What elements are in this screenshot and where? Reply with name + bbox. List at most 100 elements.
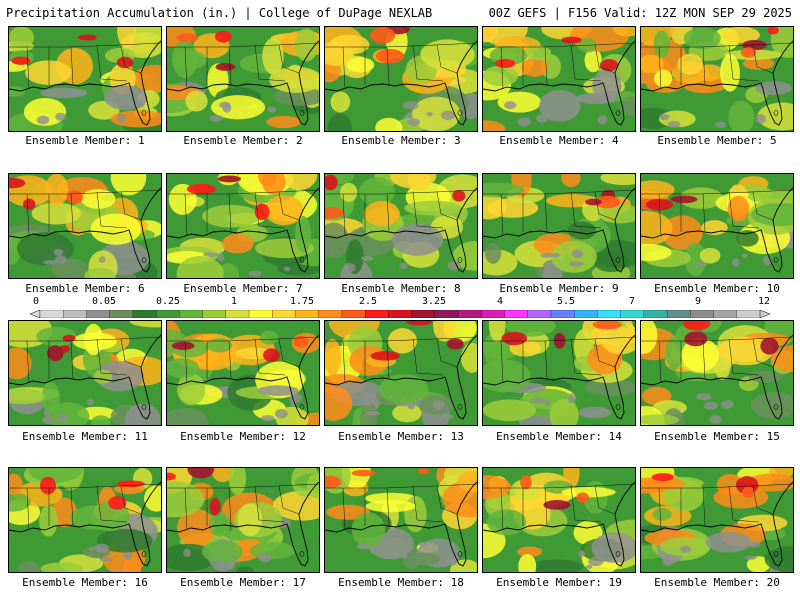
colorbar-tick-label: 0.25	[155, 296, 181, 307]
ensemble-member-map	[324, 26, 478, 132]
colorbar-swatch	[620, 310, 645, 318]
ensemble-member-map	[8, 26, 162, 132]
colorbar-swatch	[690, 310, 714, 318]
ensemble-member-map	[640, 320, 794, 426]
ensemble-member-caption: Ensemble Member: 17	[180, 576, 306, 589]
precipitation-map	[325, 174, 477, 278]
ensemble-member-map	[482, 173, 636, 279]
ensemble-member-map	[482, 320, 636, 426]
colorbar-swatch	[736, 310, 761, 318]
ensemble-member-map	[166, 26, 320, 132]
colorbar-tick-label: 3.25	[421, 296, 447, 307]
colorbar-swatch	[597, 310, 622, 318]
colorbar-tick-label: 12	[757, 296, 771, 307]
precipitation-map	[9, 468, 161, 572]
ensemble-member-caption: Ensemble Member: 6	[25, 282, 145, 295]
ensemble-member-map	[8, 320, 162, 426]
colorbar-swatch	[504, 310, 529, 318]
colorbar-tick-label: 0.05	[91, 296, 117, 307]
ensemble-member-map	[8, 467, 162, 573]
precipitation-map	[167, 27, 319, 131]
colorbar-tick-label: 1	[230, 296, 238, 307]
precipitation-map	[325, 27, 477, 131]
ensemble-member-map	[324, 467, 478, 573]
ensemble-member-map	[324, 320, 478, 426]
precipitation-map	[325, 468, 477, 572]
colorbar-swatch	[248, 310, 273, 318]
colorbar-tick-label: 9	[694, 296, 702, 307]
colorbar-swatch	[132, 310, 157, 318]
colorbar-swatch	[295, 310, 320, 318]
precipitation-map	[167, 174, 319, 278]
precipitation-colorbar	[30, 310, 770, 318]
ensemble-member-map	[166, 173, 320, 279]
ensemble-member-caption: Ensemble Member: 9	[499, 282, 619, 295]
ensemble-member-caption: Ensemble Member: 12	[180, 430, 306, 443]
ensemble-member-map	[324, 173, 478, 279]
colorbar-tick-label: 5.5	[556, 296, 576, 307]
colorbar-swatch	[666, 310, 691, 318]
precipitation-map	[325, 321, 477, 425]
colorbar-swatch	[86, 310, 111, 318]
colorbar-tick-label: 2.5	[358, 296, 378, 307]
precipitation-map	[641, 27, 793, 131]
colorbar-max-arrow	[759, 310, 770, 318]
colorbar-swatch	[643, 310, 668, 318]
colorbar-swatch	[202, 310, 227, 318]
colorbar-swatch	[481, 310, 505, 318]
ensemble-member-caption: Ensemble Member: 16	[22, 576, 148, 589]
colorbar-swatch	[318, 310, 343, 318]
ensemble-member-map	[166, 320, 320, 426]
ensemble-member-caption: Ensemble Member: 14	[496, 430, 622, 443]
ensemble-member-map	[640, 173, 794, 279]
precipitation-map	[641, 174, 793, 278]
colorbar-swatch	[550, 310, 575, 318]
colorbar-swatch	[272, 310, 296, 318]
colorbar-tick-label: 7	[628, 296, 636, 307]
colorbar-swatch	[341, 310, 366, 318]
colorbar-labels: 0 0.05 0.25 1 1.75 2.5 3.25 4 5.5 7 9 12	[0, 296, 800, 308]
precipitation-map	[167, 321, 319, 425]
ensemble-member-caption: Ensemble Member: 18	[338, 576, 464, 589]
run-valid-time: 00Z GEFS | F156 Valid: 12Z MON SEP 29 20…	[488, 6, 792, 20]
colorbar-swatch	[388, 310, 413, 318]
ensemble-member-caption: Ensemble Member: 7	[183, 282, 303, 295]
precipitation-map	[483, 321, 635, 425]
ensemble-member-caption: Ensemble Member: 19	[496, 576, 622, 589]
ensemble-member-caption: Ensemble Member: 20	[654, 576, 780, 589]
ensemble-member-caption: Ensemble Member: 15	[654, 430, 780, 443]
ensemble-member-map	[8, 173, 162, 279]
ensemble-member-caption: Ensemble Member: 11	[22, 430, 148, 443]
precipitation-map	[9, 321, 161, 425]
precipitation-map	[167, 468, 319, 572]
colorbar-swatch	[434, 310, 459, 318]
precipitation-map	[641, 468, 793, 572]
precipitation-map	[9, 27, 161, 131]
colorbar-swatch	[63, 310, 87, 318]
colorbar-swatch	[109, 310, 134, 318]
ensemble-member-caption: Ensemble Member: 2	[183, 134, 303, 147]
precipitation-map	[483, 468, 635, 572]
colorbar-swatch	[457, 310, 482, 318]
ensemble-member-map	[640, 467, 794, 573]
ensemble-member-caption: Ensemble Member: 1	[25, 134, 145, 147]
precipitation-map	[9, 174, 161, 278]
colorbar-min-arrow	[30, 310, 41, 318]
ensemble-member-caption: Ensemble Member: 10	[654, 282, 780, 295]
colorbar-swatch	[155, 310, 180, 318]
colorbar-swatch	[574, 310, 598, 318]
colorbar-tick-label: 4	[496, 296, 504, 307]
ensemble-member-caption: Ensemble Member: 5	[657, 134, 777, 147]
ensemble-member-map	[482, 26, 636, 132]
ensemble-member-map	[482, 467, 636, 573]
ensemble-member-map	[166, 467, 320, 573]
page-title: Precipitation Accumulation (in.) | Colle…	[6, 6, 433, 20]
ensemble-member-caption: Ensemble Member: 3	[341, 134, 461, 147]
ensemble-member-caption: Ensemble Member: 8	[341, 282, 461, 295]
colorbar-tick-label: 0	[32, 296, 40, 307]
colorbar-swatch	[411, 310, 436, 318]
colorbar-swatch	[365, 310, 389, 318]
precipitation-map	[483, 174, 635, 278]
colorbar-swatch	[225, 310, 250, 318]
colorbar-swatch	[179, 310, 204, 318]
